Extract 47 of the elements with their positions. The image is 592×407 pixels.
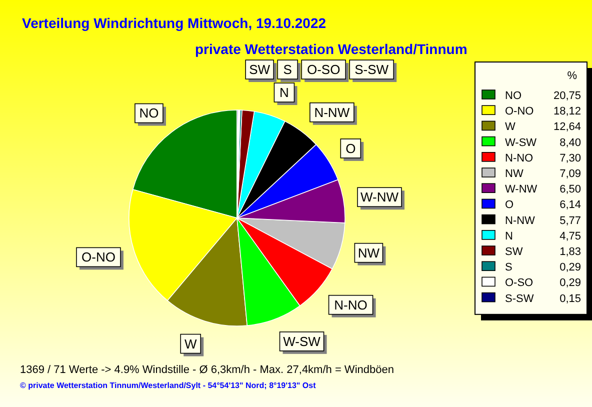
slice-label: W-NW <box>360 190 400 205</box>
data-label: 12,64 <box>553 121 581 134</box>
slice-label: N-NW <box>314 104 350 120</box>
data-label: 20,75 <box>553 90 581 102</box>
slice-label: NW <box>358 245 380 260</box>
data-label: 7,09 <box>560 168 581 180</box>
slice-label: W <box>184 336 198 352</box>
legend-label: NW <box>505 168 524 180</box>
data-label: 8,40 <box>560 136 581 149</box>
category-label: S <box>283 62 292 78</box>
data-label: 0,29 <box>560 277 581 290</box>
category-label: S-SW <box>354 62 389 78</box>
legend-label: W-SW <box>505 136 538 149</box>
data-label: 1,83 <box>560 246 581 258</box>
legend-label: W-NW <box>505 184 538 196</box>
data-label: 0,29 <box>560 262 581 274</box>
legend-label: SW <box>505 246 524 258</box>
legend-label: W <box>505 121 516 134</box>
slice-label: NO <box>139 106 159 121</box>
data-label: 18,12 <box>553 106 581 118</box>
slice-label: N <box>280 85 289 100</box>
data-label: 4,75 <box>560 230 581 242</box>
chart-title: Verteilung Windrichtung Mittwoch, 19.10.2022 <box>22 15 326 31</box>
data-label: 6,50 <box>560 184 581 196</box>
legend-label: S-SW <box>505 292 534 305</box>
slice-label: O-NO <box>82 250 116 265</box>
legend-label: O-NO <box>505 106 534 118</box>
data-label: 0,15 <box>560 292 581 305</box>
legend-label: N-NO <box>505 152 534 164</box>
slice-label: SW <box>249 62 271 78</box>
legend-title: % <box>567 70 578 82</box>
text: © private Wetterstation Tinnum/Westerland/Sylt - 54°54'13" Nord; 8°19'13" Ost <box>20 381 316 390</box>
data-label: 5,77 <box>560 214 581 227</box>
legend-label: N <box>505 230 513 242</box>
legend-label: O <box>505 199 514 212</box>
legend-label: S <box>505 262 512 274</box>
slice-label: O <box>346 140 356 156</box>
legend-label: O-SO <box>505 277 534 290</box>
text: 1369 / 71 Werte -> 4.9% Windstille - Ø 6,3km/h - Max. 27,4km/h = Windböen <box>20 364 394 376</box>
slice-label: W-SW <box>283 334 322 349</box>
data-label: 7,30 <box>560 152 581 164</box>
slice-label: N-NO <box>334 297 368 312</box>
legend-label: NO <box>505 90 522 102</box>
data-label: 6,14 <box>560 199 581 212</box>
chart-subtitle: private Wetterstation Westerland/Tinnum <box>195 41 468 57</box>
legend-label: N-NW <box>505 214 536 227</box>
category-label: O-SO <box>306 62 340 78</box>
